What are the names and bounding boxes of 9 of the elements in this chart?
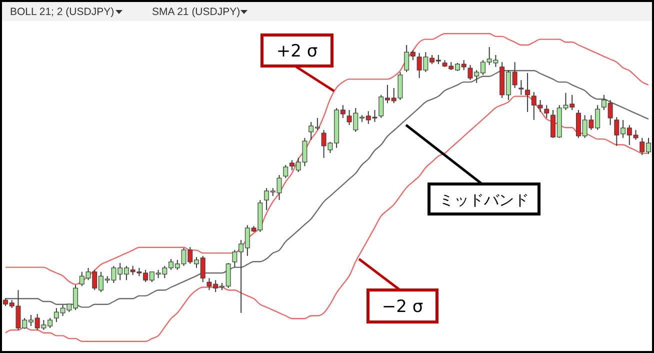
annotation: +2 σ	[276, 42, 318, 62]
text: BOLL 21; 2 (USDJPY)	[10, 6, 114, 18]
annotation: ミッドバンド	[439, 191, 529, 209]
candlestick	[283, 164, 288, 179]
annotation: −2 σ	[382, 297, 424, 317]
candlestick	[544, 104, 550, 118]
text: SMA 21 (USDJPY)	[152, 6, 240, 18]
candlestick	[525, 72, 530, 112]
candlestick	[518, 80, 524, 96]
